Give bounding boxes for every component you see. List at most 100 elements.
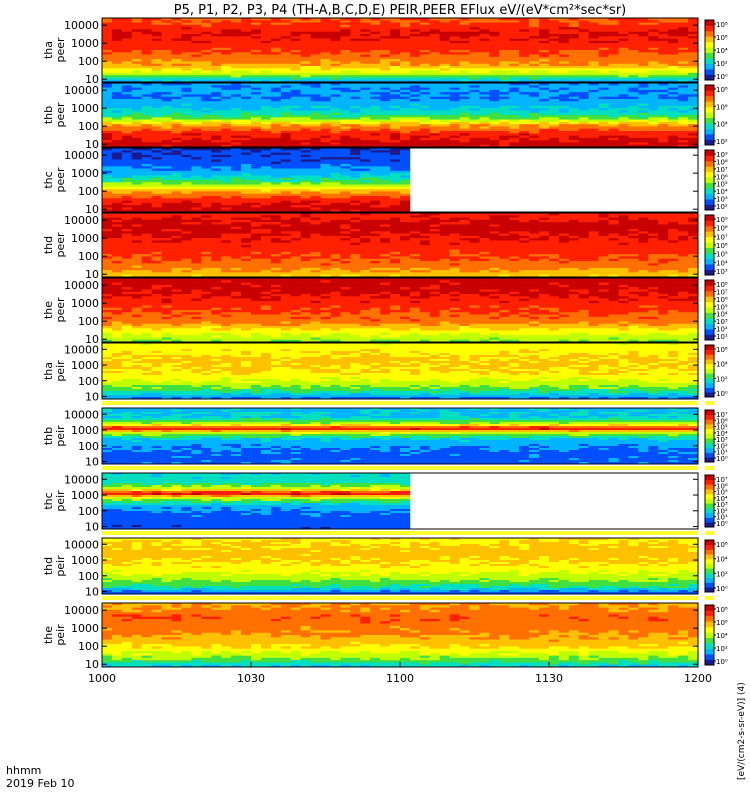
spectrogram-cell [231,59,241,62]
spectrogram-cell [162,32,172,35]
spectrogram-cell [102,29,112,32]
spectrogram-cell [311,57,321,60]
spectrogram-cell [241,41,251,44]
spectrogram-cell [509,68,519,71]
spectrogram-cell [152,41,162,44]
spectrogram-cell [132,32,142,35]
spectrogram-cell [201,41,211,44]
spectrogram-cell [330,48,340,51]
spectrogram-cell [330,41,340,44]
spectrogram-cell [410,61,420,64]
spectrogram-cell [390,55,400,58]
spectrogram-cell [360,23,370,26]
spectrogram-cell [330,27,340,30]
spectrogram-cell [321,59,331,62]
spectrogram-cell [460,64,470,67]
spectrogram-cell [102,57,112,60]
spectrogram-cell [311,23,321,26]
spectrogram-cell [609,39,619,42]
spectrogram-cell [251,34,261,37]
spectrogram-cell [291,48,301,51]
spectrogram-cell [619,50,629,53]
spectrogram-cell [489,39,499,42]
spectrogram-cell [211,52,221,55]
spectrogram-cell [559,20,569,23]
spectrogram-cell [619,43,629,46]
spectrogram-cell [470,52,480,55]
spectrogram-cell [321,77,331,80]
panels-group: 10000100010010tha peer10⁸10⁶10⁴10²10⁰1000… [42,18,728,671]
spectrogram-cell [589,71,599,74]
spectrogram-cell [311,45,321,48]
spectrogram-cell [489,66,499,69]
spectrogram-cell [112,77,122,80]
spectrogram-cell [112,59,122,62]
spectrogram-cell [420,27,430,30]
spectrogram-cell [509,20,519,23]
spectrogram-cell [499,68,509,71]
spectrogram-cell [172,75,182,78]
spectrogram-cell [579,73,589,76]
spectrogram-cell [509,75,519,78]
spectrogram-cell [221,71,231,74]
spectrogram-cell [330,45,340,48]
spectrogram-cell [609,34,619,37]
spectrogram-cell [211,55,221,58]
spectrogram-cell [390,27,400,30]
spectrogram-cell [162,77,172,80]
spectrogram-cell [460,61,470,64]
spectrogram-cell [221,77,231,80]
spectrogram-cell [539,55,549,58]
spectrogram-cell [191,39,201,42]
spectrogram-cell [132,59,142,62]
spectrogram-cell [350,50,360,53]
spectrogram-cell [321,64,331,67]
spectrogram-cell [142,34,152,37]
spectrogram-cell [460,71,470,74]
chart-title: P5, P1, P2, P3, P4 (TH-A,B,C,D,E) PEIR,P… [174,3,627,18]
spectrogram-cell [241,77,251,80]
spectrogram-cell [122,57,132,60]
spectrogram-cell [539,32,549,35]
spectrogram-cell [479,20,489,23]
spectrogram-cell [619,52,629,55]
spectrogram-cell [380,73,390,76]
spectrogram-cell [420,75,430,78]
spectrogram-cell [321,55,331,58]
spectrogram-cell [440,55,450,58]
spectrogram-cell [201,27,211,30]
spectrogram-cell [549,66,559,69]
spectrogram-cell [529,64,539,67]
spectrogram-cell [122,75,132,78]
spectrogram-cell [519,23,529,26]
spectrogram-cell [479,73,489,76]
spectrogram-cell [360,29,370,32]
spectrogram-cell [619,41,629,44]
spectrogram-cell [271,27,281,30]
spectrogram-cell [489,34,499,37]
spectrogram-cell [340,57,350,60]
spectrogram-cell [400,71,410,74]
spectrogram-cell [172,55,182,58]
spectrogram-cell [311,75,321,78]
spectrogram-cell [311,77,321,80]
spectrogram-cell [599,66,609,69]
spectrogram-cell [251,48,261,51]
spectrogram-cell [102,48,112,51]
spectrogram-cell [470,27,480,30]
spectrogram-cell [112,36,122,39]
spectrogram-cell [410,36,420,39]
spectrogram-cell [589,45,599,48]
spectrogram-cell [549,73,559,76]
spectrogram-cell [569,32,579,35]
spectrogram-cell [350,29,360,32]
spectrogram-cell [589,23,599,26]
spectrogram-cell [479,66,489,69]
spectrogram-cell [559,32,569,35]
spectrogram-cell [479,23,489,26]
spectrogram-cell [231,71,241,74]
spectrogram-cell [370,64,380,67]
spectrogram-cell [569,71,579,74]
spectrogram-cell [509,36,519,39]
spectrogram-cell [569,52,579,55]
